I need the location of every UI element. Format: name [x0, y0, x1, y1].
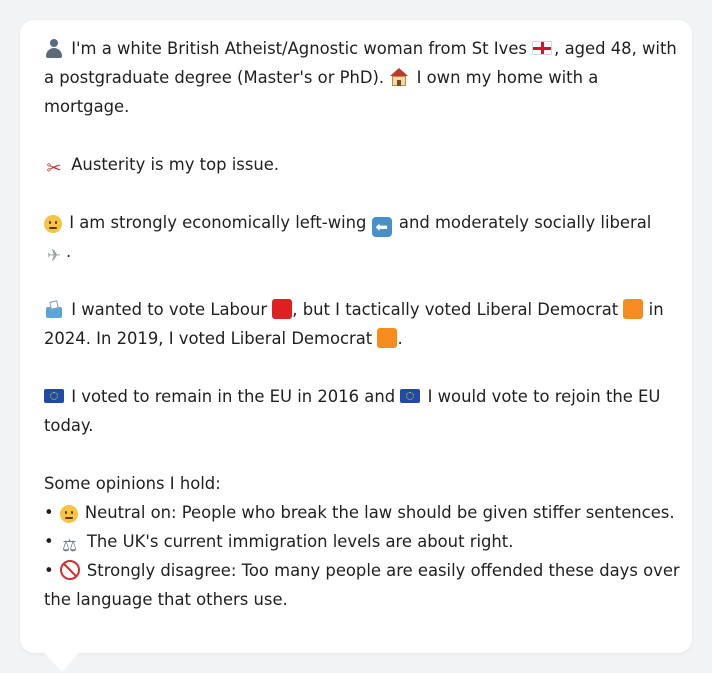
house-icon: [389, 67, 409, 87]
opinion-item: • Neutral on: People who break the law s…: [44, 498, 675, 527]
persona-message-bubble: I'm a white British Atheist/Agnostic wom…: [20, 20, 692, 653]
ideology-text-1b: and moderately socially liberal: [398, 213, 652, 232]
vote-paragraph: I wanted to vote Labour , but I tactical…: [44, 295, 668, 353]
vote-line-1: I wanted to vote Labour , but I tactical…: [44, 295, 668, 324]
eu-text-1a: I voted to remain in the EU in 2016 and: [71, 387, 396, 406]
identity-line-2: a postgraduate degree (Master's or PhD).…: [44, 63, 668, 92]
identity-text-1: I'm a white British Atheist/Agnostic wom…: [71, 39, 527, 58]
ideology-line-2: ✈.: [44, 237, 668, 266]
neutral-face-icon: [59, 505, 78, 523]
england-flag-icon: [532, 41, 553, 55]
eu-paragraph: I voted to remain in the EU in 2016 and …: [44, 382, 668, 440]
ideology-text-2: .: [66, 242, 72, 261]
opinion-text-2: The UK's current immigration levels are …: [86, 532, 514, 551]
identity-line-1: I'm a white British Atheist/Agnostic wom…: [44, 34, 677, 63]
opinion-text-3a: Strongly disagree: Too many people are e…: [86, 561, 680, 580]
opinion-text-3b: the language that others use.: [44, 590, 288, 609]
bullet: •: [44, 503, 54, 522]
vote-text-2b: .: [397, 329, 403, 348]
person-icon: [44, 38, 64, 58]
bullet: •: [44, 532, 54, 551]
eu-line-1: I voted to remain in the EU in 2016 and …: [44, 382, 668, 411]
top-issue-text: Austerity is my top issue.: [71, 155, 280, 174]
ballot-box-icon: [44, 299, 64, 319]
opinion-text-1: Neutral on: People who break the law sho…: [84, 503, 675, 522]
identity-text-2: a postgraduate degree (Master's or PhD).: [44, 68, 385, 87]
ideology-text-1: I am strongly economically left-wing: [69, 213, 367, 232]
vote-text-1b: , but I tactically voted Liberal Democra…: [292, 300, 619, 319]
top-issue-paragraph: ✂ Austerity is my top issue.: [44, 150, 668, 179]
ideology-line-1: I am strongly economically left-wing ⬅ a…: [44, 208, 668, 237]
identity-text-1b: , aged 48, with: [554, 39, 677, 58]
vote-text-2a: 2024. In 2019, I voted Liberal Democrat: [44, 329, 373, 348]
prohibited-icon: [59, 560, 80, 580]
bullet: •: [44, 561, 54, 580]
top-issue-line: ✂ Austerity is my top issue.: [44, 150, 668, 179]
libdem-color-square: [623, 299, 644, 319]
identity-paragraph: I'm a white British Atheist/Agnostic wom…: [44, 34, 677, 121]
labour-color-square: [272, 299, 293, 319]
identity-text-2b: I own my home with a: [416, 68, 599, 87]
opinions-heading: Some opinions I hold:: [44, 474, 221, 493]
eu-flag-icon: [44, 389, 64, 403]
opinion-item: • ⚖ The UK's current immigration levels a…: [44, 527, 668, 556]
vote-text-1c: in: [648, 300, 664, 319]
vote-line-2: 2024. In 2019, I voted Liberal Democrat …: [44, 324, 668, 353]
scales-icon: ⚖: [62, 536, 78, 556]
eu-text-1b: I would vote to rejoin the EU: [427, 387, 661, 406]
opinion-item: • Strongly disagree: Too many people are…: [44, 556, 680, 585]
scissors-icon: ✂: [46, 158, 62, 179]
left-arrow-icon: ⬅: [371, 217, 392, 237]
vote-text-1a: I wanted to vote Labour: [71, 300, 268, 319]
identity-line-3: mortgage.: [44, 97, 130, 116]
opinions-section: Some opinions I hold: • Neutral on: Peop…: [44, 469, 680, 614]
eu-flag-icon-2: [400, 389, 421, 403]
dove-icon: ✈: [46, 246, 62, 266]
bubble-tail: [44, 652, 80, 672]
thinking-face-icon: [44, 215, 62, 233]
eu-line-2: today.: [44, 416, 94, 435]
libdem-color-square-2019: [377, 328, 398, 348]
ideology-paragraph: I am strongly economically left-wing ⬅ a…: [44, 208, 668, 266]
